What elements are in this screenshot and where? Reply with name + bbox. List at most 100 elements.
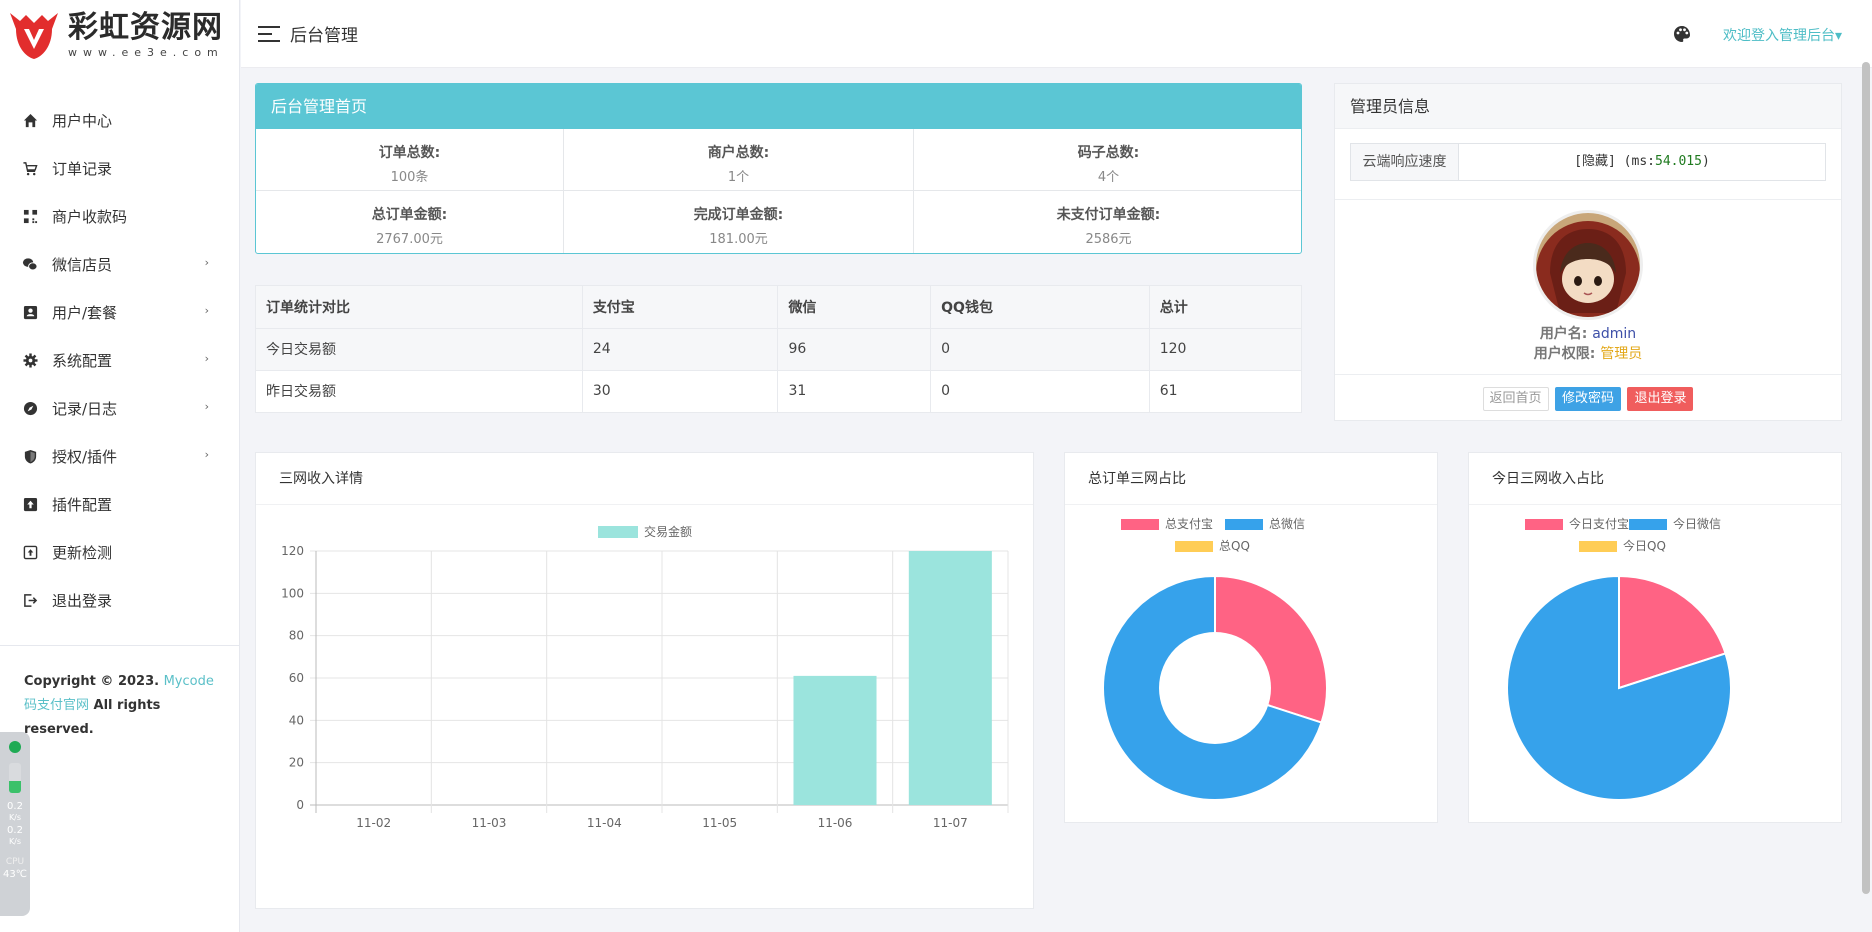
welcome-dropdown[interactable]: 欢迎登入管理后台▾ <box>1722 28 1842 44</box>
bar <box>908 551 992 805</box>
stat-value: 4个 <box>1097 170 1120 185</box>
copyright-suffix: All rights reserved. <box>24 698 161 737</box>
page-scrollbar[interactable] <box>1862 0 1870 932</box>
brand-subtitle: www.ee3e.com <box>68 45 224 59</box>
sidebar-footer: Copyright © 2023. Mycode码支付官网 All rights… <box>0 645 240 742</box>
cloud-speed-value: [隐藏] (ms:54.015) <box>1574 154 1710 169</box>
x-tick-label: 11-04 <box>587 816 622 830</box>
table-row: 昨日交易额 30 31 0 61 <box>256 370 1301 412</box>
username-row: 用户名: admin <box>1539 326 1637 342</box>
stat-label: 商户总数: <box>707 145 770 161</box>
today-ratio-card: 今日三网收入占比 今日支付宝 今日微信 今日QQ <box>1468 452 1842 823</box>
change-password-button[interactable]: 修改密码 <box>1554 387 1621 411</box>
cpu-label: CPU <box>5 857 25 867</box>
today-ratio-title: 今日三网收入占比 <box>1469 453 1841 505</box>
status-dot <box>9 741 21 753</box>
legend-label: 总微信 <box>1269 517 1305 531</box>
table-cell: 昨日交易额 <box>256 370 583 412</box>
sidebar-item-4[interactable]: 用户/套餐 › <box>0 288 239 336</box>
sidebar-item-label: 用户/套餐 <box>52 303 118 322</box>
sidebar-item-2[interactable]: 商户收款码 <box>0 192 239 240</box>
shield-icon <box>22 448 38 464</box>
memory-bar <box>9 763 21 793</box>
logout-icon <box>22 592 38 608</box>
sidebar-item-0[interactable]: 用户中心 <box>0 96 239 144</box>
upload-box-icon <box>22 496 38 512</box>
table-cell: 30 <box>582 370 779 412</box>
sidebar-item-label: 订单记录 <box>52 159 113 178</box>
gear-icon <box>22 352 38 368</box>
sidebar: 彩虹资源网 www.ee3e.com 用户中心 订单记录 商户收款码 微信店员 › 用户/… <box>0 0 240 932</box>
sidebar-item-label: 微信店员 <box>52 255 113 274</box>
x-tick-label: 11-06 <box>818 816 853 830</box>
logo[interactable]: 彩虹资源网 www.ee3e.com <box>0 0 239 70</box>
card-title: 后台管理首页 <box>256 84 1301 129</box>
sidebar-item-label: 更新检测 <box>52 543 113 562</box>
legend-swatch <box>1225 519 1263 530</box>
legend-label: 交易金额 <box>644 524 692 539</box>
stat-item-0: 订单总数: 100条 <box>256 129 564 191</box>
stat-label: 订单总数: <box>378 145 441 161</box>
sidebar-item-9[interactable]: 更新检测 <box>0 528 239 576</box>
legend-label: 今日微信 <box>1673 516 1721 531</box>
sidebar-item-3[interactable]: 微信店员 › <box>0 240 239 288</box>
x-tick-label: 11-07 <box>933 816 968 830</box>
stat-value: 181.00元 <box>709 232 768 247</box>
doughnut-hole <box>1159 632 1271 744</box>
legend-swatch <box>1579 541 1617 552</box>
download-speed: 0.2 K/s <box>7 825 23 846</box>
username: admin <box>1592 326 1637 342</box>
cpu-temp: 43℃ <box>3 869 27 880</box>
stats-grid: 订单总数: 100条 商户总数: 1个 码子总数: 4个 总订单金额: 2767.00元 完成订… <box>256 129 1301 253</box>
sidebar-item-10[interactable]: 退出登录 <box>0 576 239 624</box>
system-monitor-widget[interactable]: 0.2 K/s 0.2 K/s CPU 43℃ <box>0 732 30 916</box>
upload-square-icon <box>22 544 38 560</box>
sidebar-item-6[interactable]: 记录/日志 › <box>0 384 239 432</box>
legend-swatch <box>1121 519 1159 530</box>
legend-label: 总支付宝 <box>1165 517 1213 531</box>
chevron-right-icon: › <box>204 304 209 317</box>
palette-icon[interactable] <box>1672 24 1692 44</box>
sidebar-item-label: 用户中心 <box>52 111 113 130</box>
upload-speed: 0.2 K/s <box>7 801 23 822</box>
stat-value: 2767.00元 <box>376 232 443 247</box>
sidebar-item-5[interactable]: 系统配置 › <box>0 336 239 384</box>
x-tick-label: 11-05 <box>702 816 737 830</box>
order-compare-table: 订单统计对比 支付宝 微信 QQ钱包 总计 今日交易额 24 96 0 120 昨日交易额 30 31… <box>255 285 1302 413</box>
role: 管理员 <box>1600 346 1643 362</box>
id-card-icon <box>22 304 38 320</box>
table-cell: 31 <box>777 370 932 412</box>
back-home-button[interactable]: 返回首页 <box>1482 387 1549 411</box>
total-ratio-title: 总订单三网占比 <box>1065 453 1437 505</box>
footer-link[interactable]: Mycode码支付官网 <box>24 674 214 713</box>
logout-button[interactable]: 退出登录 <box>1627 387 1694 411</box>
page-title: 后台管理 <box>290 26 358 46</box>
top-header: 后台管理 欢迎登入管理后台▾ <box>241 0 1872 68</box>
sidebar-item-label: 记录/日志 <box>52 399 118 418</box>
stat-item-3: 总订单金额: 2767.00元 <box>256 191 564 253</box>
admin-card-title: 管理员信息 <box>1335 84 1841 129</box>
sidebar-item-label: 授权/插件 <box>52 447 118 466</box>
stat-item-4: 完成订单金额: 181.00元 <box>564 191 914 253</box>
table-cell: 61 <box>1159 383 1178 400</box>
stat-value: 100条 <box>390 170 429 185</box>
menu-toggle-icon[interactable] <box>258 25 280 42</box>
dashboard-home-card: 后台管理首页 订单总数: 100条 商户总数: 1个 码子总数: 4个 总订单金额: 2767… <box>255 83 1302 254</box>
sidebar-nav: 用户中心 订单记录 商户收款码 微信店员 › 用户/套餐 › 系统配置 › 记录/日志 › 授权/插件… <box>0 96 239 624</box>
total-ratio-card: 总订单三网占比 总支付宝 总微信 总QQ <box>1064 452 1438 823</box>
sidebar-item-7[interactable]: 授权/插件 › <box>0 432 239 480</box>
sidebar-item-8[interactable]: 插件配置 <box>0 480 239 528</box>
stat-item-2: 码子总数: 4个 <box>914 129 1301 191</box>
stat-label: 未支付订单金额: <box>1056 207 1161 223</box>
bar <box>793 675 877 805</box>
sidebar-item-1[interactable]: 订单记录 <box>0 144 239 192</box>
table-row: 今日交易额 24 96 0 120 <box>256 328 1301 371</box>
stat-value: 2586元 <box>1085 232 1132 247</box>
y-tick-label: 0 <box>296 798 304 812</box>
brand-title: 彩虹资源网 <box>68 9 223 45</box>
avatar <box>1533 210 1643 320</box>
copyright-prefix: Copyright © 2023. <box>24 674 164 689</box>
table-cell: 0 <box>930 328 1150 371</box>
y-tick-label: 20 <box>289 756 304 770</box>
